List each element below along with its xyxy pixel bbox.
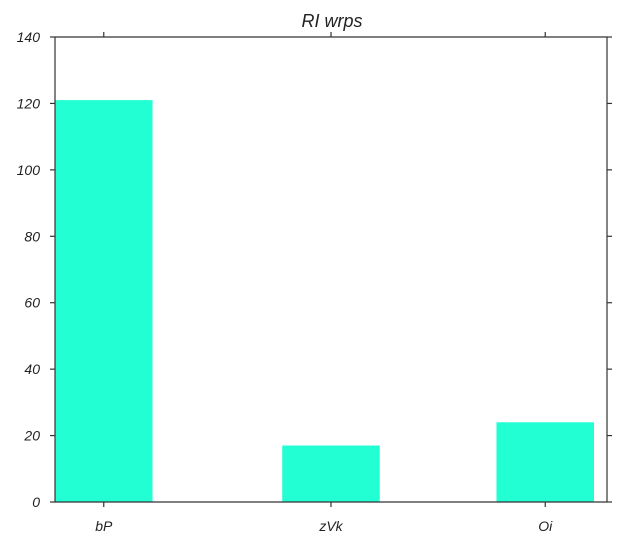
x-tick-label-bP: bP: [95, 518, 113, 534]
axes-layer: [50, 32, 612, 507]
bar-bP: [55, 100, 153, 502]
bar-Oi: [496, 422, 594, 502]
y-tick-label-60: 60: [24, 295, 40, 311]
y-tick-label-80: 80: [24, 228, 40, 244]
chart-title: RI wrps: [301, 11, 362, 31]
x-tick-label-Oi: Oi: [538, 518, 553, 534]
y-tick-label-40: 40: [24, 361, 40, 377]
y-tick-label-140: 140: [17, 29, 41, 45]
y-tick-label-120: 120: [17, 95, 41, 111]
x-tick-label-zVk: zVk: [318, 518, 343, 534]
y-tick-label-20: 20: [23, 428, 40, 444]
bar-zVk: [282, 445, 380, 502]
tick-labels-layer: 0 20 40 60 80 100 120 140 bP zVk Oi: [17, 29, 553, 534]
y-tick-label-0: 0: [32, 494, 40, 510]
bars-layer: [55, 100, 594, 502]
y-tick-label-100: 100: [17, 162, 41, 178]
